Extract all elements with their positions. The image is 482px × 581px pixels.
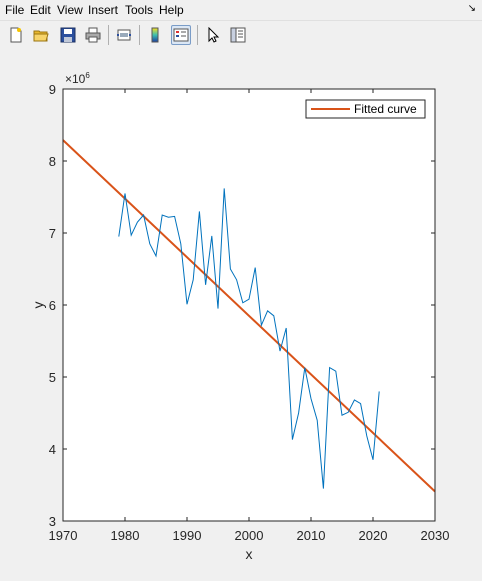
y-tick-label: 6 (49, 298, 56, 313)
x-tick-label: 1970 (49, 528, 78, 543)
x-axis-label: x (246, 546, 253, 562)
print-figure-button[interactable] (83, 25, 103, 45)
y-tick-label: 5 (49, 370, 56, 385)
property-inspector-button[interactable] (228, 25, 248, 45)
open-file-button[interactable] (31, 25, 51, 45)
edit-plot-button[interactable] (203, 25, 223, 45)
menu-insert[interactable]: Insert (88, 3, 119, 17)
printer-icon (85, 27, 101, 43)
x-tick-label: 2020 (359, 528, 388, 543)
menu-help[interactable]: Help (159, 3, 184, 17)
fitted-curve-line (62, 139, 436, 493)
toolbar-separator (197, 25, 198, 45)
legend[interactable]: Fitted curve (305, 99, 426, 119)
insert-legend-button[interactable] (171, 25, 191, 45)
save-figure-button[interactable] (58, 25, 78, 45)
data-series-line (118, 188, 380, 489)
legend-box (305, 99, 426, 119)
link-plot-icon (117, 29, 131, 41)
insert-colorbar-button[interactable] (145, 25, 165, 45)
axes-background (63, 89, 435, 521)
y-tick-label: 3 (49, 514, 56, 529)
new-figure-button[interactable] (6, 25, 26, 45)
y-tick-label: 8 (49, 154, 56, 169)
x-tick-label: 1990 (173, 528, 202, 543)
x-tick-label: 2000 (235, 528, 264, 543)
menu-bar: File Edit View Insert Tools Help ↘ (0, 0, 482, 20)
y-tick-label: 7 (49, 226, 56, 241)
figure-canvas[interactable]: 1970 1980 1990 2000 2010 2020 2030 3 4 5 6 7 8 9 ×10… (0, 49, 482, 581)
menu-tools[interactable]: Tools (125, 3, 154, 17)
new-file-icon (10, 27, 22, 43)
colorbar-icon (151, 27, 159, 43)
toolbar-separator (139, 25, 140, 45)
menu-edit[interactable]: Edit (30, 3, 51, 17)
x-tick-label: 1980 (111, 528, 140, 543)
folder-icon (33, 30, 49, 42)
pointer-icon (208, 27, 220, 43)
y-tick-label: 4 (49, 442, 56, 457)
x-tick-label: 2030 (421, 528, 450, 543)
x-tick-label: 2010 (297, 528, 326, 543)
legend-icon (173, 28, 189, 42)
x-axis: 1970 1980 1990 2000 2010 2020 2030 (49, 89, 450, 543)
toolbar-separator (108, 25, 109, 45)
y-axis-label: y (30, 302, 46, 309)
legend-entry-fitted-curve: Fitted curve (354, 102, 417, 116)
property-inspector-icon (230, 27, 246, 43)
menu-file[interactable]: File (5, 3, 25, 17)
link-plot-button[interactable] (114, 25, 134, 45)
dock-arrow-icon[interactable]: ↘ (467, 3, 476, 14)
save-icon (60, 27, 76, 43)
figure-toolbar (0, 20, 482, 50)
y-exponent-label: ×106 (65, 71, 90, 86)
y-tick-label: 9 (49, 82, 56, 97)
y-axis: 3 4 5 6 7 8 9 (49, 82, 435, 529)
menu-view[interactable]: View (57, 3, 83, 17)
